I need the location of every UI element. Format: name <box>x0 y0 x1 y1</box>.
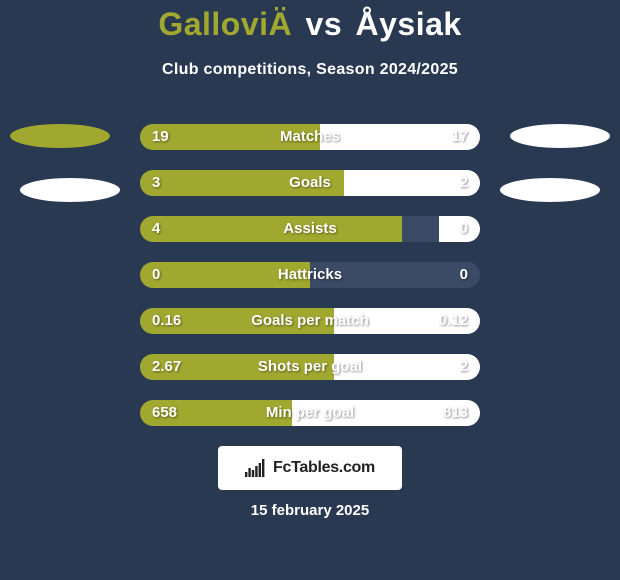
badge-left-2 <box>20 178 120 202</box>
badge-left-1 <box>10 124 110 148</box>
stat-bar: 3Goals2 <box>140 170 480 196</box>
badge-right-2 <box>500 178 600 202</box>
title: GalloviÄ vs Åysiak <box>0 0 620 43</box>
bar-value-right: 0 <box>460 216 468 242</box>
bar-label: Min per goal <box>140 400 480 426</box>
bar-value-right: 0.12 <box>439 308 468 334</box>
stat-bar: 658Min per goal813 <box>140 400 480 426</box>
bar-value-right: 813 <box>443 400 468 426</box>
comparison-bars: 19Matches173Goals24Assists00Hattricks00.… <box>140 124 480 446</box>
player1-name: GalloviÄ <box>158 6 292 42</box>
player2-name: Åysiak <box>356 6 462 42</box>
date: 15 february 2025 <box>0 502 620 519</box>
bar-label: Matches <box>140 124 480 150</box>
badge-right-1 <box>510 124 610 148</box>
stat-bar: 19Matches17 <box>140 124 480 150</box>
subtitle: Club competitions, Season 2024/2025 <box>0 61 620 79</box>
bar-label: Assists <box>140 216 480 242</box>
root: GalloviÄ vs Åysiak Club competitions, Se… <box>0 0 620 580</box>
bar-label: Hattricks <box>140 262 480 288</box>
bar-label: Shots per goal <box>140 354 480 380</box>
logo-chart-icon <box>245 459 267 477</box>
bar-value-right: 0 <box>460 262 468 288</box>
stat-bar: 0Hattricks0 <box>140 262 480 288</box>
bar-label: Goals <box>140 170 480 196</box>
stat-bar: 0.16Goals per match0.12 <box>140 308 480 334</box>
bar-value-right: 2 <box>460 170 468 196</box>
title-vs: vs <box>306 6 343 42</box>
bar-label: Goals per match <box>140 308 480 334</box>
bar-value-right: 2 <box>460 354 468 380</box>
logo: FcTables.com <box>218 446 402 490</box>
stat-bar: 2.67Shots per goal2 <box>140 354 480 380</box>
stat-bar: 4Assists0 <box>140 216 480 242</box>
logo-text: FcTables.com <box>273 459 375 477</box>
bar-value-right: 17 <box>451 124 468 150</box>
